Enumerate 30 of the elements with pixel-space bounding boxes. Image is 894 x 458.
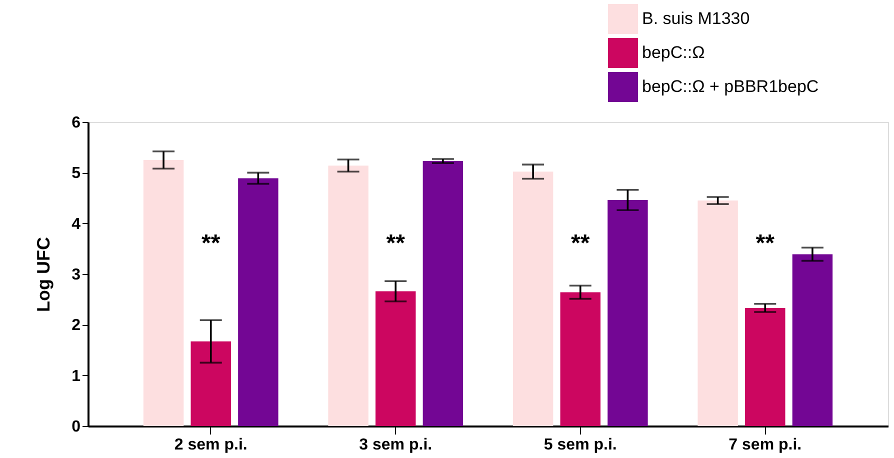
x-tick-label: 3 sem p.i. [359, 436, 432, 454]
annotation: ** [202, 230, 221, 257]
legend-label: bepC::Ω [642, 43, 705, 62]
y-tick-label: 1 [72, 368, 81, 385]
y-tick-label: 4 [72, 216, 81, 233]
bar [376, 291, 416, 426]
bar [698, 200, 738, 426]
bar [745, 308, 786, 426]
y-axis-title: Log UFC [34, 237, 54, 312]
legend-label: B. suis M1330 [642, 9, 750, 28]
x-tick-label: 2 sem p.i. [174, 436, 248, 454]
bar [143, 160, 184, 426]
bar [512, 172, 554, 426]
y-tick-label: 0 [72, 418, 81, 436]
bar [328, 166, 368, 426]
y-tick-label: 5 [72, 165, 81, 182]
annotation: ** [571, 230, 590, 257]
bar [190, 341, 231, 426]
y-tick-label: 2 [72, 317, 81, 334]
bar [792, 254, 833, 426]
legend-label: bepC::Ω + pBBR1bepC [642, 77, 819, 96]
x-tick-label: 5 sem p.i. [544, 436, 617, 454]
annotation: ** [756, 230, 776, 257]
y-tick-label: 3 [72, 266, 81, 284]
y-tick-label: 6 [72, 114, 81, 132]
x-tick-label: 7 sem p.i. [728, 436, 802, 454]
bar [238, 178, 278, 426]
annotation: ** [386, 230, 406, 257]
bar [608, 200, 648, 426]
bar [560, 292, 600, 426]
